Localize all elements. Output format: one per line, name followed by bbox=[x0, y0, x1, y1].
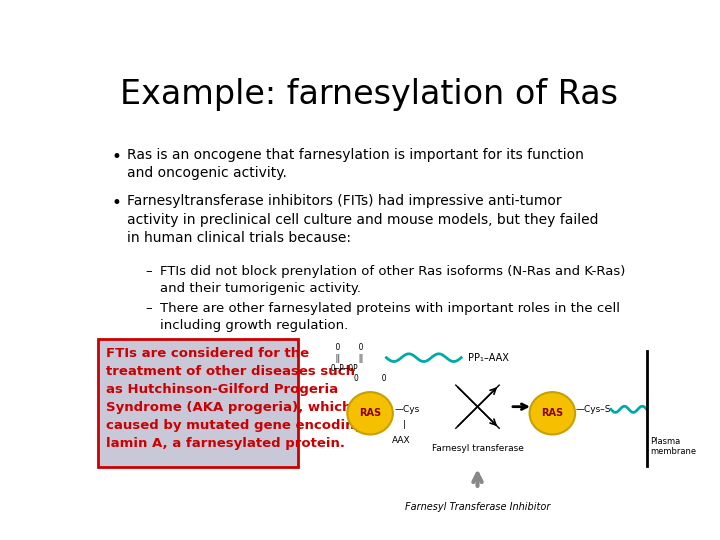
Text: –: – bbox=[145, 302, 153, 315]
Text: Example: farnesylation of Ras: Example: farnesylation of Ras bbox=[120, 78, 618, 111]
Text: Farnesyltransferase inhibitors (FITs) had impressive anti-tumor
activity in prec: Farnesyltransferase inhibitors (FITs) ha… bbox=[127, 194, 599, 245]
FancyBboxPatch shape bbox=[98, 339, 299, 467]
Ellipse shape bbox=[530, 392, 575, 435]
Text: PP₁–AAX: PP₁–AAX bbox=[468, 353, 508, 363]
Text: Plasma
membrane: Plasma membrane bbox=[650, 437, 696, 456]
Text: Ras is an oncogene that farnesylation is important for its function
and oncogeni: Ras is an oncogene that farnesylation is… bbox=[127, 148, 584, 180]
Text: •: • bbox=[112, 148, 122, 166]
Text: FTIs did not block prenylation of other Ras isoforms (N-Ras and K-Ras)
and their: FTIs did not block prenylation of other … bbox=[160, 265, 625, 295]
Text: FTIs are considered for the
treatment of other diseases such
as Hutchinson-Gilfo: FTIs are considered for the treatment of… bbox=[106, 347, 368, 450]
Text: –: – bbox=[145, 265, 153, 278]
Text: O    O
 ‖    ‖
O–P–OP
     O     O: O O ‖ ‖ O–P–OP O O bbox=[331, 343, 387, 383]
Text: AAX: AAX bbox=[392, 436, 410, 445]
Text: |: | bbox=[402, 420, 406, 429]
Text: Farnesyl transferase: Farnesyl transferase bbox=[431, 444, 523, 453]
Text: RAS: RAS bbox=[359, 408, 381, 418]
Text: There are other farnesylated proteins with important roles in the cell
including: There are other farnesylated proteins wi… bbox=[160, 302, 620, 332]
Text: •: • bbox=[112, 194, 122, 212]
Text: —Cys: —Cys bbox=[395, 405, 420, 414]
Text: Farnesyl Transferase Inhibitor: Farnesyl Transferase Inhibitor bbox=[405, 502, 550, 512]
Ellipse shape bbox=[347, 392, 393, 435]
Text: —Cys–S: —Cys–S bbox=[575, 405, 611, 414]
Text: RAS: RAS bbox=[541, 408, 564, 418]
